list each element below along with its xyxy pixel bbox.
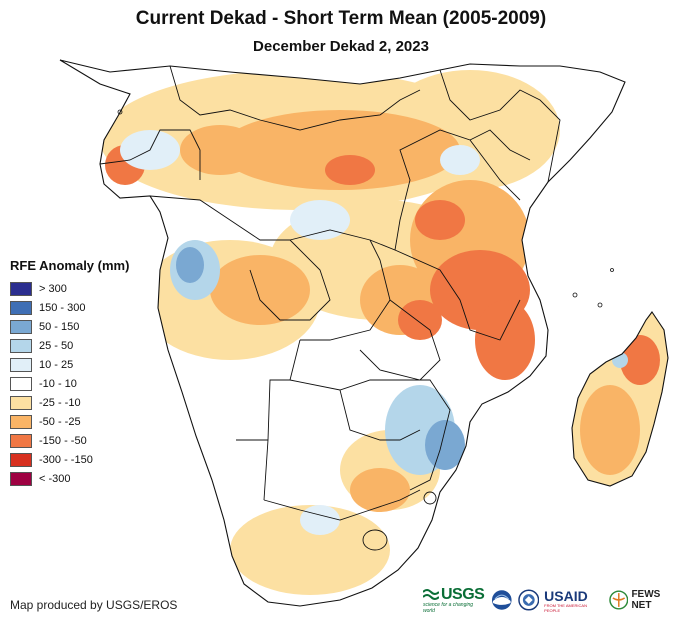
legend-item: -10 - 10: [10, 374, 129, 393]
legend-item: -150 - -50: [10, 431, 129, 450]
usgs-wave-icon: [423, 589, 439, 600]
legend-item: -50 - -25: [10, 412, 129, 431]
legend-item: > 300: [10, 279, 129, 298]
legend-label: -10 - 10: [39, 377, 77, 390]
map-title: Current Dekad - Short Term Mean (2005-20…: [135, 8, 547, 29]
legend-label: -300 - -150: [39, 453, 93, 466]
legend-swatch: [10, 471, 32, 486]
legend-swatch: [10, 338, 32, 353]
logo-strip: USGS science for a changing world USAID …: [423, 586, 682, 614]
legend-label: 150 - 300: [39, 301, 86, 314]
legend-label: -150 - -50: [39, 434, 87, 447]
fews-net-logo: FEWS NET: [609, 589, 682, 611]
legend-label: 50 - 150: [39, 320, 80, 333]
noaa-logo-icon: [492, 590, 512, 610]
legend-title: RFE Anomaly (mm): [10, 258, 130, 273]
legend-swatch: [10, 300, 32, 315]
anomaly-map: [59, 59, 669, 607]
legend-item: 25 - 50: [10, 336, 129, 355]
legend-swatch: [10, 414, 32, 429]
state-seal-icon: [517, 589, 539, 611]
legend-item: 10 - 25: [10, 355, 129, 374]
legend-item: -300 - -150: [10, 450, 129, 469]
usaid-wordmark: USAID: [544, 587, 588, 604]
legend-swatch: [10, 433, 32, 448]
legend-swatch: [10, 319, 32, 334]
legend-item: 50 - 150: [10, 317, 129, 336]
legend-swatch: [10, 281, 32, 296]
legend: RFE Anomaly (mm) > 300 150 - 300 50 - 15…: [10, 258, 129, 488]
usaid-tagline: FROM THE AMERICAN PEOPLE: [544, 602, 587, 613]
legend-label: 25 - 50: [39, 339, 74, 352]
legend-label: < -300: [39, 472, 71, 485]
legend-item: -25 - -10: [10, 393, 129, 412]
usaid-logo: USAID FROM THE AMERICAN PEOPLE: [544, 588, 603, 613]
usgs-tagline: science for a changing world: [423, 602, 474, 614]
legend-label: -50 - -25: [39, 415, 81, 428]
fews-net-wordmark: FEWS NET: [631, 589, 661, 611]
legend-swatch: [10, 357, 32, 372]
usgs-logo: USGS science for a changing world: [423, 586, 485, 614]
legend-label: 10 - 25: [39, 358, 74, 371]
legend-label: > 300: [39, 282, 67, 295]
legend-label: -25 - -10: [39, 396, 81, 409]
legend-swatch: [10, 452, 32, 467]
legend-item: < -300: [10, 469, 129, 488]
fews-net-icon: [609, 590, 629, 610]
legend-swatch: [10, 395, 32, 410]
legend-swatch: [10, 376, 32, 391]
legend-item: 150 - 300: [10, 298, 129, 317]
map-credit: Map produced by USGS/EROS: [10, 598, 178, 612]
map-subtitle: December Dekad 2, 2023: [253, 38, 429, 55]
usgs-wordmark: USGS: [441, 586, 485, 603]
